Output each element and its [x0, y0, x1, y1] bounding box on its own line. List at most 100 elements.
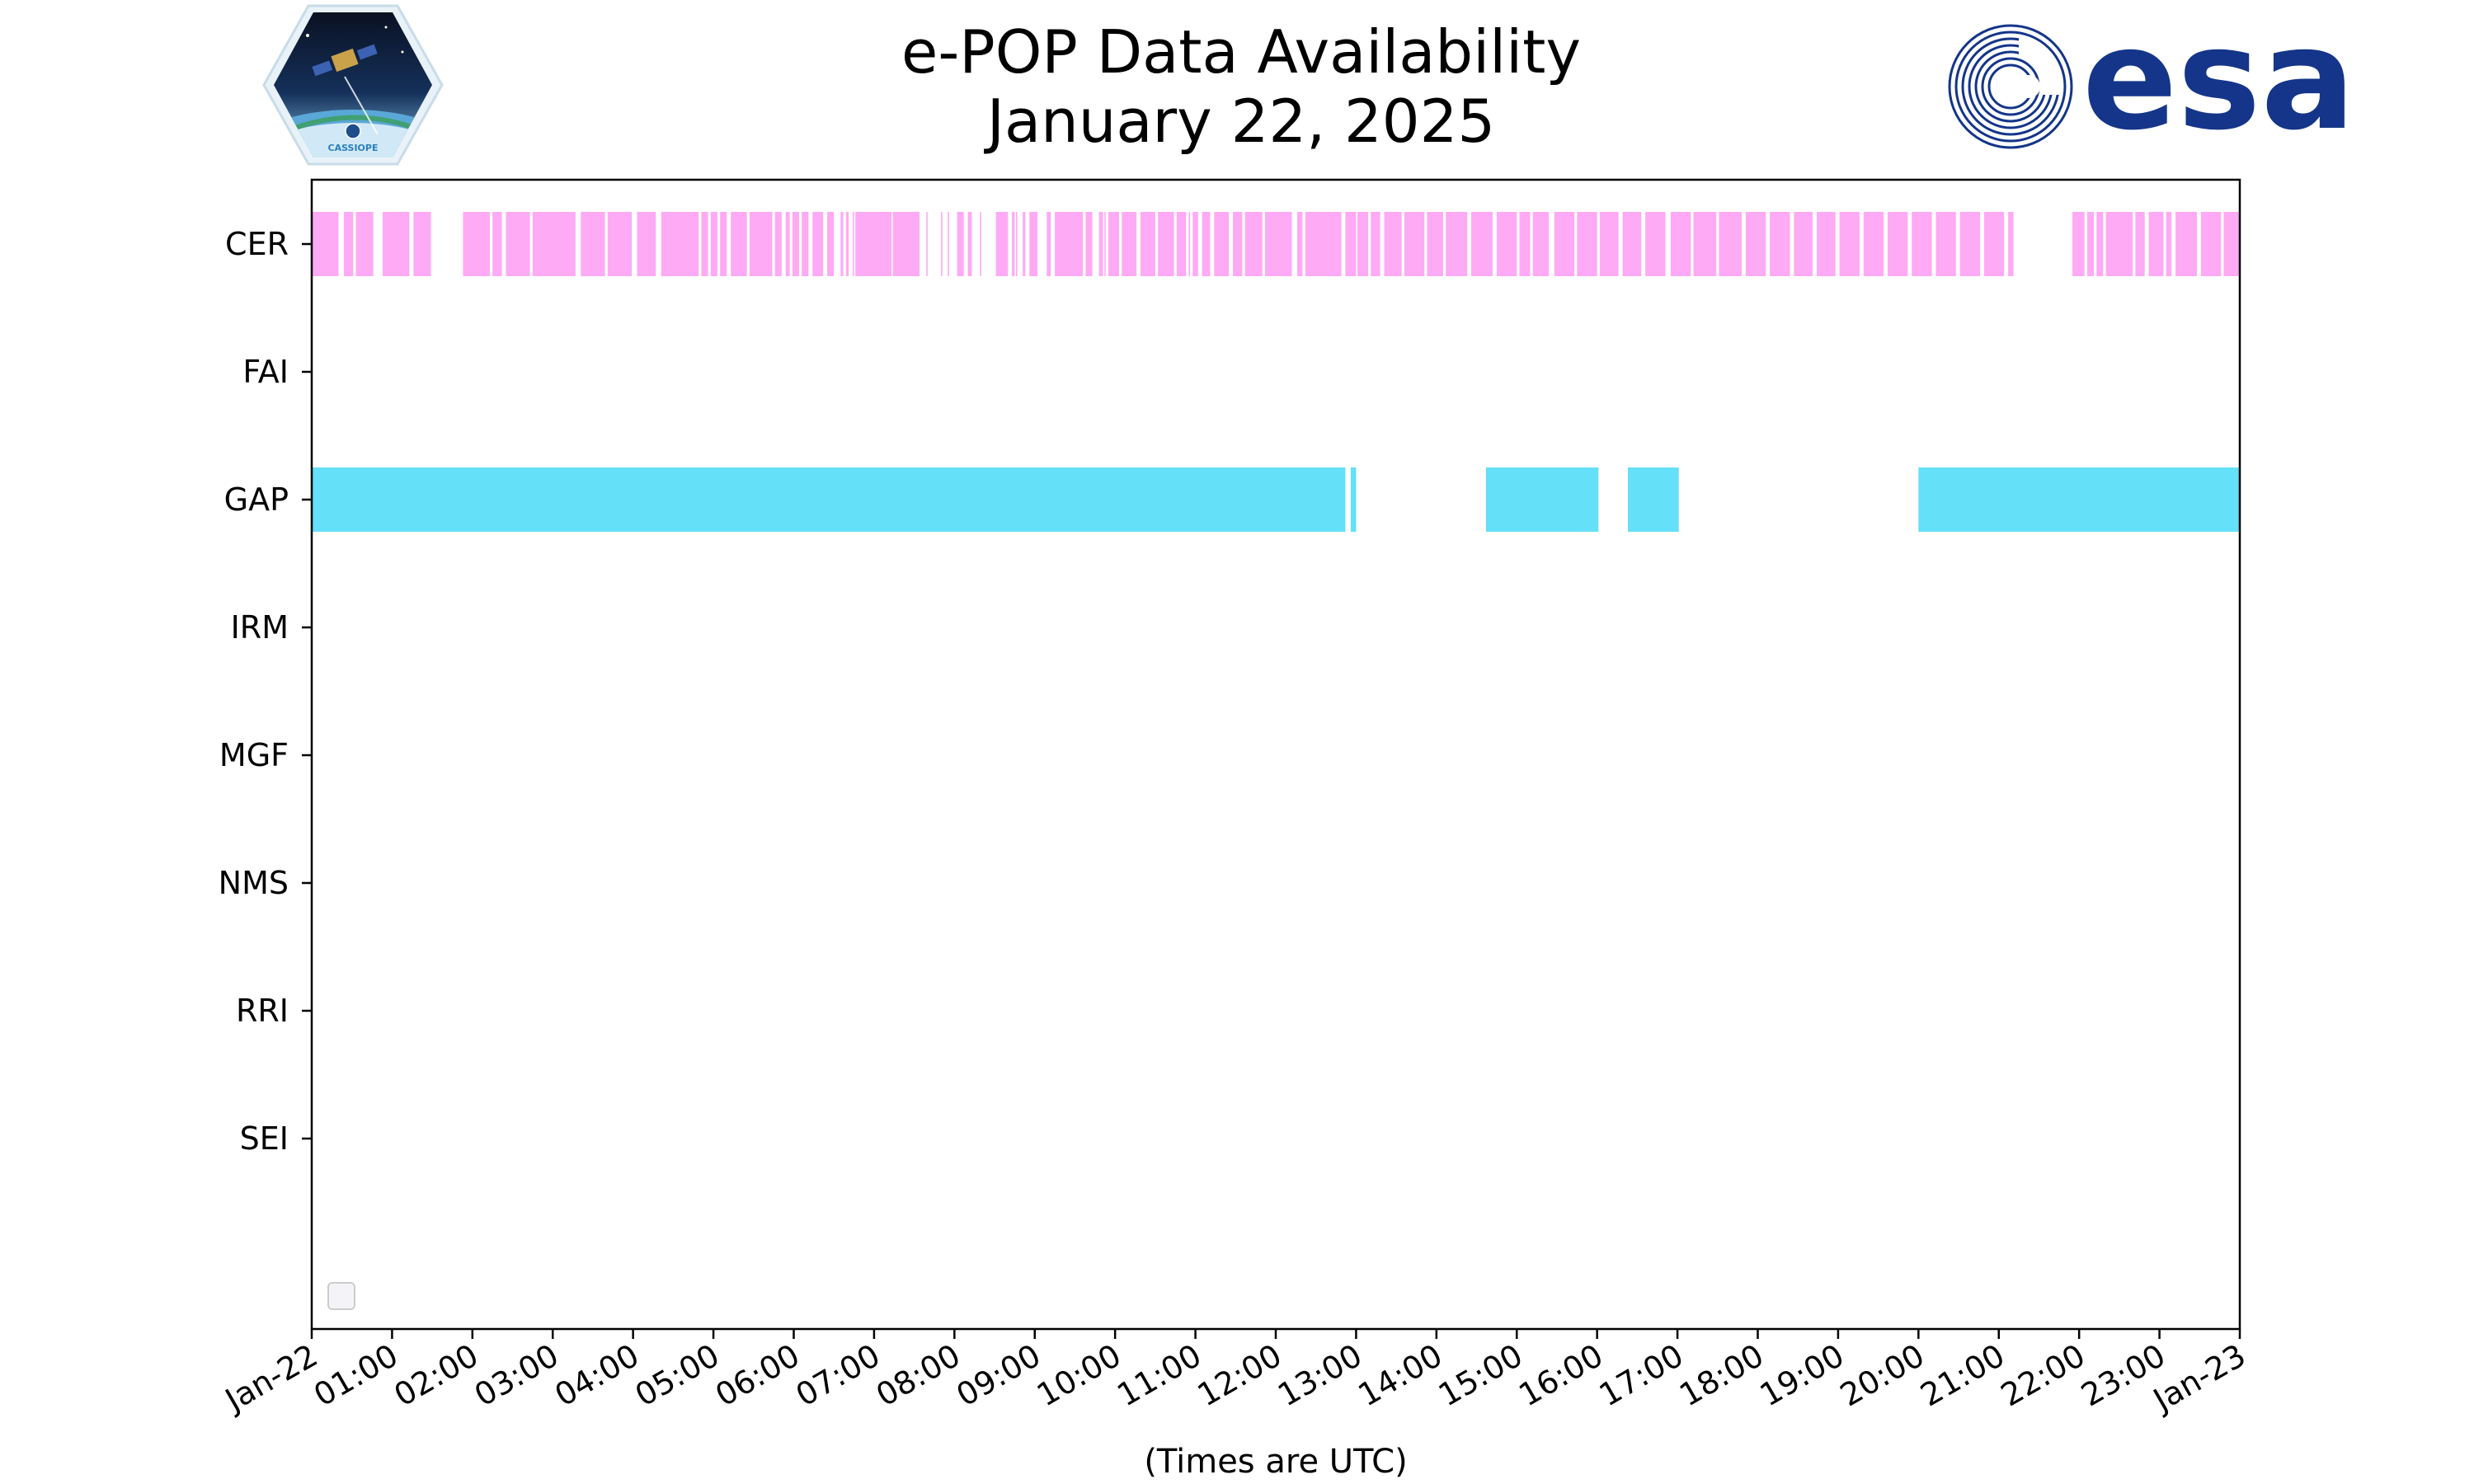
bar-cer-94: [2135, 212, 2145, 276]
x-tick-label-16: 16:00: [1512, 1337, 1609, 1414]
bar-cer-0: [312, 212, 339, 276]
bar-cer-7: [506, 212, 530, 276]
chart-title: e-POP Data Availability: [901, 17, 1581, 87]
bar-cer-67: [1496, 212, 1517, 276]
bar-cer-86: [1935, 212, 1956, 276]
bar-cer-99: [2223, 212, 2240, 276]
bar-gap-2: [1485, 467, 1599, 532]
bar-cer-97: [2175, 212, 2198, 276]
bar-cer-93: [2105, 212, 2133, 276]
x-tick-label-19: 19:00: [1754, 1337, 1851, 1414]
y-tick-label-gap: GAP: [224, 481, 289, 518]
x-tick-label-21: 21:00: [1914, 1337, 2011, 1414]
bar-cer-28: [892, 212, 920, 276]
bar-cer-35: [995, 212, 1009, 276]
bar-cer-79: [1770, 212, 1790, 276]
x-tick-label-4: 04:00: [548, 1337, 645, 1414]
bar-cer-22: [812, 212, 824, 276]
bar-cer-78: [1745, 212, 1766, 276]
x-tick-label-3: 03:00: [468, 1337, 565, 1414]
bar-cer-62: [1384, 212, 1402, 276]
bar-cer-77: [1719, 212, 1743, 276]
bar-cer-66: [1471, 212, 1493, 276]
bar-cer-53: [1214, 212, 1230, 276]
x-axis-label: (Times are UTC): [1144, 1443, 1407, 1481]
bar-cer-4: [413, 212, 431, 276]
bar-cer-98: [2200, 212, 2222, 276]
y-tick-label-sei: SEI: [240, 1120, 289, 1157]
bar-cer-5: [463, 212, 490, 276]
bar-cer-91: [2086, 212, 2095, 276]
bar-cer-18: [774, 212, 782, 276]
x-tick-label-22: 22:00: [1995, 1337, 2091, 1414]
bar-cer-2: [355, 212, 374, 276]
x-tick-label-5: 05:00: [629, 1337, 726, 1414]
bar-cer-12: [661, 212, 699, 276]
x-tick-label-20: 20:00: [1834, 1337, 1931, 1414]
bar-cer-80: [1794, 212, 1813, 276]
bar-cer-25: [845, 212, 849, 276]
plot-area: CER FAI GAP IRM MGF NMS RRI SEI Jan-2201:0002:0…: [218, 178, 2252, 1419]
x-tick-label-13: 13:00: [1272, 1337, 1368, 1414]
bars-layer: [312, 212, 2240, 532]
bar-cer-81: [1816, 212, 1836, 276]
bar-cer-10: [607, 212, 633, 276]
bar-cer-17: [749, 212, 773, 276]
bar-cer-14: [710, 212, 717, 276]
bar-cer-89: [2008, 212, 2014, 276]
bar-cer-32: [957, 212, 964, 276]
bar-cer-73: [1622, 212, 1642, 276]
bar-cer-85: [1912, 212, 1932, 276]
bar-cer-59: [1345, 212, 1357, 276]
x-tick-label-0: Jan-22: [218, 1337, 323, 1419]
bar-cer-72: [1599, 212, 1619, 276]
bar-cer-56: [1265, 212, 1292, 276]
bar-cer-46: [1122, 212, 1137, 276]
x-tick-label-10: 10:00: [1031, 1337, 1127, 1414]
legend-box: [327, 1282, 355, 1310]
x-axis: Jan-2201:0002:0003:0004:0005:0006:0007:0…: [218, 1329, 2252, 1419]
bar-cer-19: [785, 212, 790, 276]
bar-cer-43: [1098, 212, 1103, 276]
bar-cer-16: [731, 212, 747, 276]
bar-cer-3: [383, 212, 410, 276]
x-tick-label-6: 06:00: [709, 1337, 806, 1414]
bar-cer-47: [1141, 212, 1155, 276]
y-tick-label-irm: IRM: [231, 609, 289, 646]
bar-cer-45: [1108, 212, 1120, 276]
bar-cer-50: [1188, 212, 1191, 276]
bar-cer-36: [1012, 212, 1015, 276]
bar-cer-30: [941, 212, 943, 276]
bar-cer-41: [1055, 212, 1084, 276]
bar-cer-40: [1047, 212, 1051, 276]
x-tick-label-8: 08:00: [870, 1337, 967, 1414]
bar-cer-96: [2166, 212, 2172, 276]
bar-cer-60: [1357, 212, 1369, 276]
bar-cer-24: [840, 212, 844, 276]
bar-cer-84: [1887, 212, 1908, 276]
x-tick-label-2: 02:00: [388, 1337, 484, 1414]
bar-cer-76: [1693, 212, 1717, 276]
bar-cer-75: [1670, 212, 1691, 276]
cassiope-logo-text: CASSIOPE: [328, 143, 379, 153]
bar-cer-9: [581, 212, 605, 276]
axes-frame: [310, 178, 2241, 1331]
bar-cer-88: [1983, 212, 2005, 276]
x-tick-label-15: 15:00: [1432, 1337, 1529, 1414]
bar-cer-20: [792, 212, 799, 276]
bar-cer-39: [1029, 212, 1037, 276]
bar-cer-48: [1158, 212, 1174, 276]
bar-cer-70: [1554, 212, 1575, 276]
bar-cer-27: [855, 212, 892, 276]
y-tick-label-cer: CER: [225, 226, 289, 262]
y-tick-label-mgf: MGF: [219, 737, 289, 773]
bar-cer-87: [1959, 212, 1981, 276]
bar-cer-21: [802, 212, 809, 276]
bar-cer-29: [926, 212, 928, 276]
bar-cer-6: [492, 212, 502, 276]
bar-cer-68: [1519, 212, 1531, 276]
bar-cer-44: [1104, 212, 1106, 276]
bar-cer-52: [1202, 212, 1211, 276]
bar-cer-34: [980, 212, 981, 276]
